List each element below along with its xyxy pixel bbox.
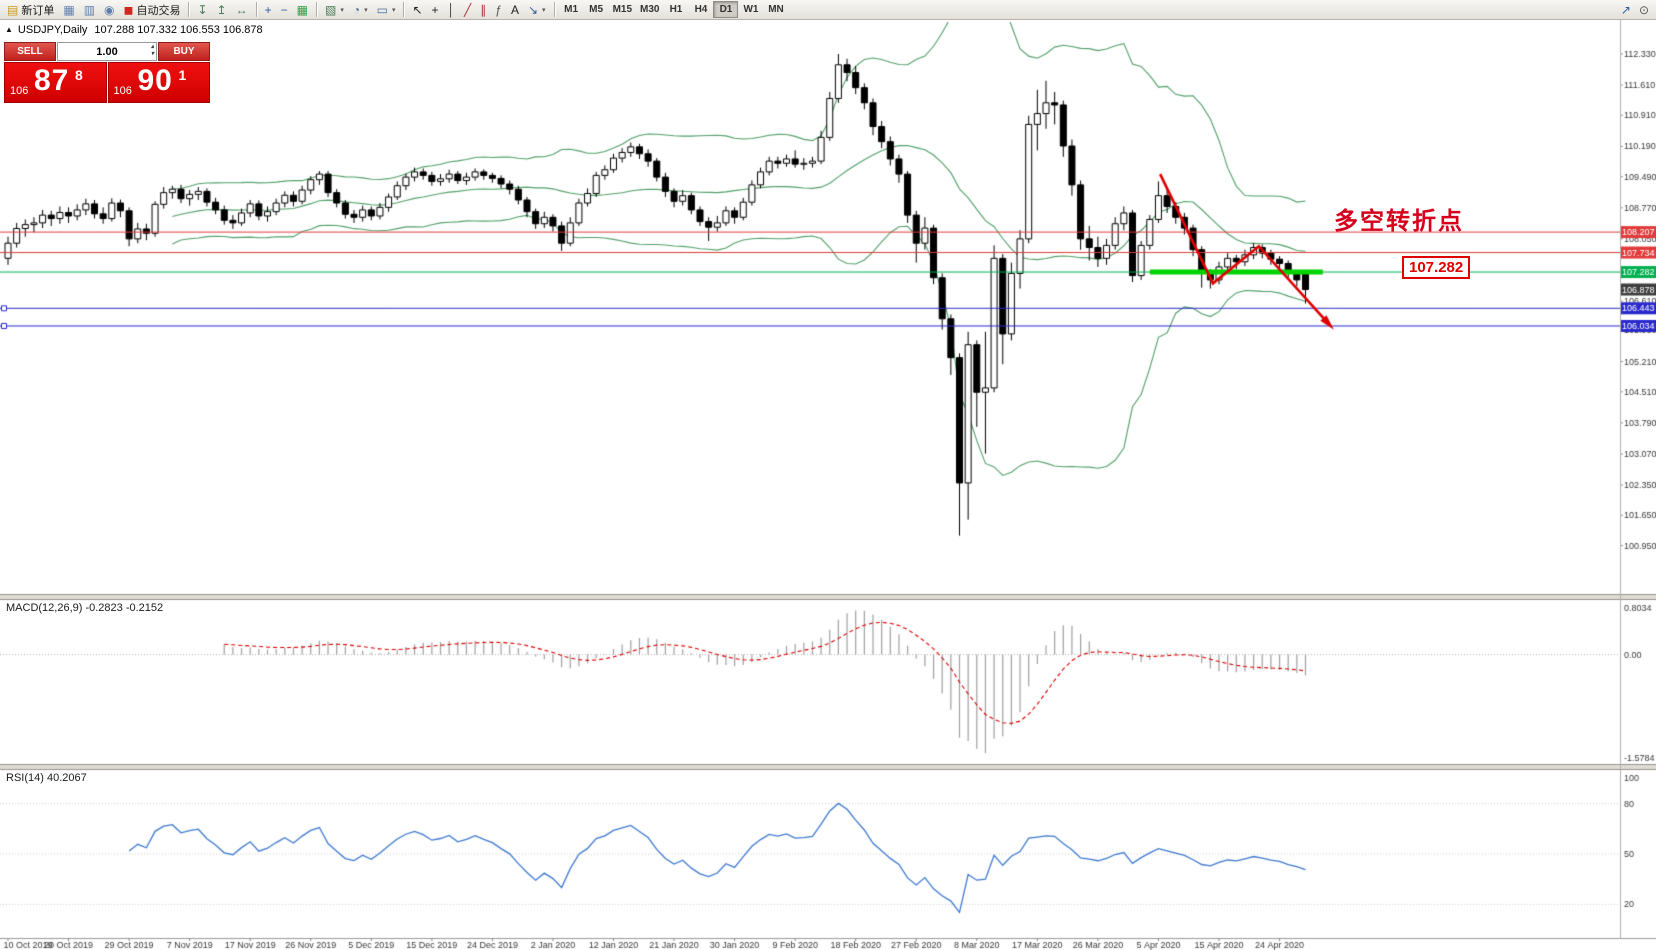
rsi-indicator-label: RSI(14) 40.2067 [6,772,87,784]
trendline-icon: ╱ [464,2,472,17]
chart-ohlc-values: 107.288 107.332 106.553 106.878 [94,24,263,36]
indicators-icon: ↧ [197,2,208,17]
autotrading-icon: ◼ [123,2,134,17]
autotrading-button-label: 自动交易 [136,4,181,17]
new-order-button[interactable]: ▤ 新订单 [3,1,58,19]
timeframe-h1-button[interactable]: H1 [663,1,688,18]
toolbar-separator [553,2,555,17]
indicators-button[interactable]: ↧ [193,1,211,19]
timeframe-d1-button[interactable]: D1 [713,1,739,18]
chart-window-icon: ▦ [63,2,75,17]
sell-button[interactable]: SELL [4,42,56,61]
windows-icon: ↔ [235,2,248,17]
buy-price-button[interactable]: 106 90 1 [107,62,210,103]
collapse-trade-panel-icon[interactable]: ▲ [5,25,13,34]
market-watch-button[interactable]: ▥ [80,1,99,19]
market-watch-icon: ▥ [83,2,96,17]
timeframe-w1-button[interactable]: W1 [738,1,763,18]
zoom-in-icon: + [264,2,272,17]
spinner-up-icon[interactable]: ▴ [150,44,154,50]
one-click-trading-panel: SELL 1.00 ▴ ▾ BUY 106 87 8 106 90 1 [4,42,210,103]
data-window-icon: ◉ [104,2,115,17]
sell-price-prefix: 106 [10,85,29,97]
toolbar-right: ↗ ⊙ [1617,1,1653,19]
dropdown-arrow-icon: ▾ [391,6,396,14]
timeframe-mn-button[interactable]: MN [763,1,788,18]
template-button[interactable]: ▭ ▾ [373,1,400,19]
text-icon: A [510,2,519,17]
new-chart-button[interactable]: ▧ ▾ [321,1,348,19]
arrows-button[interactable]: ↘ ▾ [524,1,550,19]
timeframe-m5-button[interactable]: M5 [584,1,609,18]
sell-price-main: 87 [34,64,70,97]
toolbar-separator [188,2,190,17]
cursor-button[interactable]: ↖ [408,1,426,19]
objects-list-icon: ↥ [216,2,227,17]
new-chart-icon: ▧ [324,2,337,17]
chart-title: ▲ USDJPY,Daily 107.288 107.332 106.553 106… [5,24,263,36]
send-icon: ↗ [1620,2,1631,17]
autotrading-button[interactable]: ◼ 自动交易 [120,1,185,19]
turning-point-annotation[interactable]: 多空转折点 [1334,208,1464,235]
toolbar-separator [403,2,405,17]
period-button[interactable]: ◔ ▾ [349,1,372,19]
sell-price-pip: 8 [75,67,83,83]
buy-button[interactable]: BUY [158,42,210,61]
macd-indicator-label: MACD(12,26,9) -0.2823 -0.2152 [6,602,164,614]
search-button[interactable]: ⊙ [1635,1,1653,19]
spinner-down-icon[interactable]: ▾ [150,51,154,57]
volume-value: 1.00 [96,45,118,58]
timeframe-m30-button[interactable]: M30 [636,1,663,18]
toolbar-separator [315,2,317,17]
vertical-line-button[interactable]: │ [444,1,460,19]
cursor-icon: ↖ [412,2,423,17]
tile-windows-button[interactable]: ▦ [293,1,312,19]
new-order-button-label: 新订单 [21,4,55,17]
zoom-out-icon: − [280,2,288,17]
vertical-line-icon: │ [447,2,456,17]
chart-symbol-period: USDJPY,Daily [17,24,88,36]
sell-price-button[interactable]: 106 87 8 [4,62,107,103]
volume-field[interactable]: 1.00 ▴ ▾ [57,42,157,61]
timeframe-m1-button[interactable]: M1 [559,1,584,18]
search-icon: ⊙ [1638,2,1649,17]
price-callout[interactable]: 107.282 [1402,256,1471,279]
toolbar-separator [255,2,257,17]
crosshair-icon: + [431,2,439,17]
volume-stepper[interactable]: ▴ ▾ [151,44,154,58]
timeframe-toolbar: M1 M5 M15 M30 H1 H4 D1 W1 MN [559,1,789,18]
trendline-button[interactable]: ╱ [460,1,475,19]
fibonacci-icon: ƒ [495,2,502,17]
arrows-icon: ↘ [527,2,539,17]
buy-price-prefix: 106 [113,85,132,97]
timeframe-h4-button[interactable]: H4 [688,1,713,18]
zoom-out-button[interactable]: − [277,1,292,19]
buy-price-pip: 1 [178,67,187,83]
send-button[interactable]: ↗ [1617,1,1635,19]
channel-button[interactable]: ∥ [476,1,490,19]
toolbar: ▤ 新订单 ▦ ▥ ◉ ◼ 自动交易 ↧ ↥ ↔ + − ▦ ▧ ▾ ◔ ▾ ▭ ▾ ↖ + │ ╱ ∥ ƒ A ↘ ▾ M1 M5 M1… [0,0,1656,20]
crosshair-button[interactable]: + [428,1,443,19]
timeframe-m15-button[interactable]: M15 [609,1,636,18]
dropdown-arrow-icon: ▾ [340,6,344,14]
fibonacci-button[interactable]: ƒ [491,1,506,19]
windows-button[interactable]: ↔ [232,1,252,19]
charts-button[interactable]: ▦ [59,1,78,19]
text-button[interactable]: A [507,1,523,19]
objects-list-button[interactable]: ↥ [213,1,231,19]
equidistant-channel-icon: ∥ [480,2,487,17]
new-order-icon: ▤ [7,2,19,17]
dropdown-arrow-icon: ▾ [364,6,368,14]
tile-windows-icon: ▦ [296,2,308,17]
dropdown-arrow-icon: ▾ [542,6,546,14]
clock-icon: ◔ [352,2,361,17]
zoom-in-button[interactable]: + [261,1,276,19]
data-window-button[interactable]: ◉ [100,1,118,19]
template-icon: ▭ [376,2,388,17]
buy-price-main: 90 [137,64,173,97]
